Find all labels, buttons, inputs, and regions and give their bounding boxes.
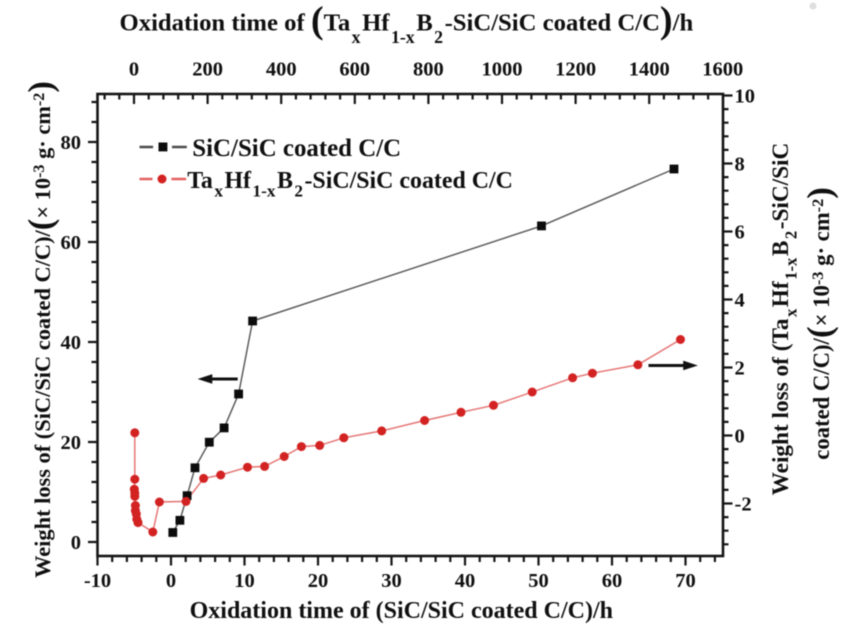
- svg-text:20: 20: [61, 432, 82, 454]
- svg-text:800: 800: [413, 59, 444, 81]
- svg-text:50: 50: [528, 570, 549, 592]
- svg-text:20: 20: [308, 570, 329, 592]
- svg-text:SiC/SiC coated C/C: SiC/SiC coated C/C: [192, 135, 401, 162]
- svg-text:0: 0: [735, 425, 745, 447]
- svg-text:6: 6: [735, 221, 745, 243]
- svg-text:200: 200: [192, 59, 223, 81]
- svg-text:60: 60: [61, 232, 82, 254]
- svg-text:40: 40: [61, 332, 82, 354]
- svg-text:-2: -2: [735, 493, 752, 515]
- svg-text:10: 10: [735, 85, 756, 107]
- svg-text:8: 8: [735, 153, 745, 175]
- svg-text:80: 80: [61, 132, 82, 154]
- svg-text:60: 60: [602, 570, 623, 592]
- svg-text:400: 400: [266, 59, 297, 81]
- svg-text:0: 0: [129, 59, 139, 81]
- svg-text:70: 70: [675, 570, 696, 592]
- svg-text:600: 600: [339, 59, 370, 81]
- svg-text:-10: -10: [84, 570, 111, 592]
- svg-text:0: 0: [71, 532, 81, 554]
- svg-text:1600: 1600: [702, 59, 743, 81]
- svg-text:1000: 1000: [482, 59, 523, 81]
- svg-text:4: 4: [735, 289, 745, 311]
- svg-text:1200: 1200: [555, 59, 596, 81]
- svg-text:2: 2: [735, 357, 745, 379]
- svg-text:1400: 1400: [629, 59, 670, 81]
- svg-text:40: 40: [455, 570, 476, 592]
- svg-text:Oxidation time of (SiC/SiC coa: Oxidation time of (SiC/SiC coated C/C)/h: [190, 598, 613, 624]
- svg-text:0: 0: [166, 570, 176, 592]
- svg-text:10: 10: [234, 570, 255, 592]
- svg-text:30: 30: [381, 570, 402, 592]
